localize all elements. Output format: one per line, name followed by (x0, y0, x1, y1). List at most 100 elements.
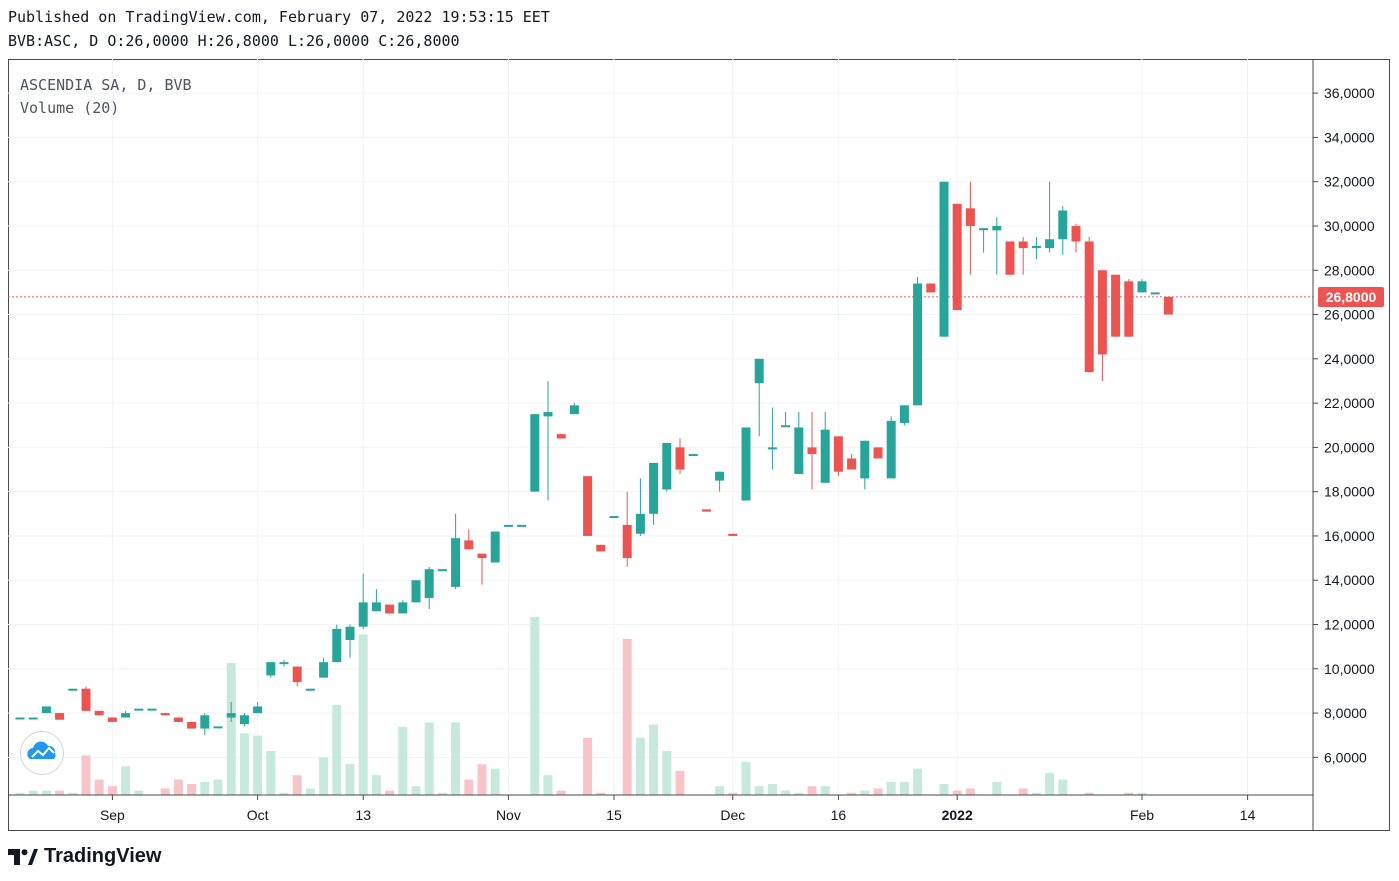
candle[interactable] (1058, 206, 1068, 255)
candle[interactable] (292, 666, 302, 687)
candle[interactable] (622, 491, 632, 567)
candle[interactable] (1163, 296, 1173, 315)
candle[interactable] (68, 688, 78, 691)
candle[interactable] (1005, 241, 1015, 275)
candle[interactable] (556, 434, 566, 439)
tradingview-brand[interactable]: TradingView (8, 845, 161, 868)
candle[interactable] (860, 440, 870, 490)
candle[interactable] (781, 411, 791, 428)
candle[interactable] (886, 416, 896, 479)
candle[interactable] (253, 702, 263, 714)
candle[interactable] (464, 529, 474, 550)
candle[interactable] (41, 706, 51, 714)
tradingview-float-logo-button[interactable] (20, 731, 64, 775)
candle[interactable] (767, 407, 777, 470)
candle[interactable] (609, 516, 619, 519)
candle[interactable] (305, 688, 315, 691)
candle[interactable] (1150, 292, 1160, 295)
candle[interactable] (688, 454, 698, 457)
candle[interactable] (992, 217, 1002, 275)
candle[interactable] (147, 708, 157, 711)
candle[interactable] (279, 659, 289, 667)
candle[interactable] (1018, 237, 1028, 275)
candle[interactable] (820, 411, 830, 483)
candle[interactable] (899, 405, 909, 426)
candle[interactable] (81, 686, 91, 711)
candle[interactable] (28, 717, 38, 720)
candle[interactable] (728, 533, 738, 536)
candle[interactable] (833, 436, 843, 477)
candle[interactable] (1045, 181, 1055, 253)
candle[interactable] (398, 600, 408, 614)
candle[interactable] (371, 589, 381, 612)
candle[interactable] (385, 604, 395, 614)
candle[interactable] (1031, 237, 1041, 260)
candle[interactable] (451, 513, 461, 590)
candle[interactable] (979, 228, 989, 253)
candle[interactable] (332, 624, 342, 663)
candle[interactable] (1071, 223, 1081, 253)
candle[interactable] (675, 438, 685, 474)
candle[interactable] (94, 710, 104, 716)
symbol-legend[interactable]: ASCENDIA SA, D, BVB (20, 76, 192, 94)
candle[interactable] (1084, 237, 1094, 373)
candle[interactable] (583, 476, 593, 536)
price-tick-label: 12,0000 (1324, 617, 1375, 633)
candle[interactable] (187, 721, 197, 729)
candle[interactable] (530, 414, 540, 492)
volume-bar (319, 757, 329, 795)
candle[interactable] (965, 181, 975, 275)
candle[interactable] (649, 462, 659, 525)
candle[interactable] (490, 531, 500, 563)
candle[interactable] (807, 411, 817, 490)
candle[interactable] (794, 411, 804, 474)
candle[interactable] (715, 471, 725, 492)
candle[interactable] (121, 710, 131, 718)
candle[interactable] (503, 524, 513, 527)
candle[interactable] (926, 283, 936, 293)
candle[interactable] (847, 454, 857, 470)
candle[interactable] (173, 717, 183, 722)
candle[interactable] (226, 702, 236, 722)
candle[interactable] (517, 524, 527, 527)
candle[interactable] (411, 580, 421, 603)
candle[interactable] (424, 566, 434, 610)
candle[interactable] (437, 569, 447, 572)
candle[interactable] (477, 553, 487, 585)
candle[interactable] (15, 717, 25, 720)
candle[interactable] (741, 427, 751, 501)
price-tick-label: 24,0000 (1324, 351, 1375, 367)
candle-body (424, 569, 434, 598)
candle[interactable] (701, 509, 711, 512)
candle[interactable] (358, 573, 368, 629)
candle[interactable] (239, 713, 249, 727)
candle[interactable] (596, 544, 606, 552)
candle[interactable] (266, 662, 276, 678)
candle[interactable] (134, 708, 144, 711)
candle[interactable] (319, 657, 329, 678)
candle[interactable] (1137, 279, 1147, 293)
candle-body (675, 447, 685, 470)
candle[interactable] (635, 478, 645, 536)
candle[interactable] (662, 442, 672, 492)
candle[interactable] (873, 447, 883, 459)
price-axis[interactable]: 6,0000 8,0000 10,0000 12,0000 14,0000 16,0000… (1313, 85, 1375, 765)
candle[interactable] (107, 717, 117, 722)
candle[interactable] (569, 403, 579, 415)
time-axis[interactable]: Sep Oct 13 Nov 15 Dec 16 2022 Feb 14 (100, 795, 1256, 823)
candle[interactable] (160, 713, 170, 716)
volume-legend[interactable]: Volume (20) (20, 99, 120, 117)
candle[interactable] (754, 358, 764, 437)
candle[interactable] (55, 713, 65, 720)
price-chart[interactable]: 6,0000 8,0000 10,0000 12,0000 14,0000 16,0000… (8, 59, 1390, 831)
candle[interactable] (1111, 274, 1121, 337)
candle[interactable] (1124, 279, 1134, 337)
candle[interactable] (200, 713, 210, 736)
candle[interactable] (952, 203, 962, 311)
candle[interactable] (345, 624, 355, 658)
candle[interactable] (1097, 270, 1107, 381)
candle[interactable] (213, 726, 223, 729)
candle[interactable] (939, 181, 949, 337)
candle[interactable] (913, 276, 923, 406)
candle[interactable] (543, 380, 553, 501)
